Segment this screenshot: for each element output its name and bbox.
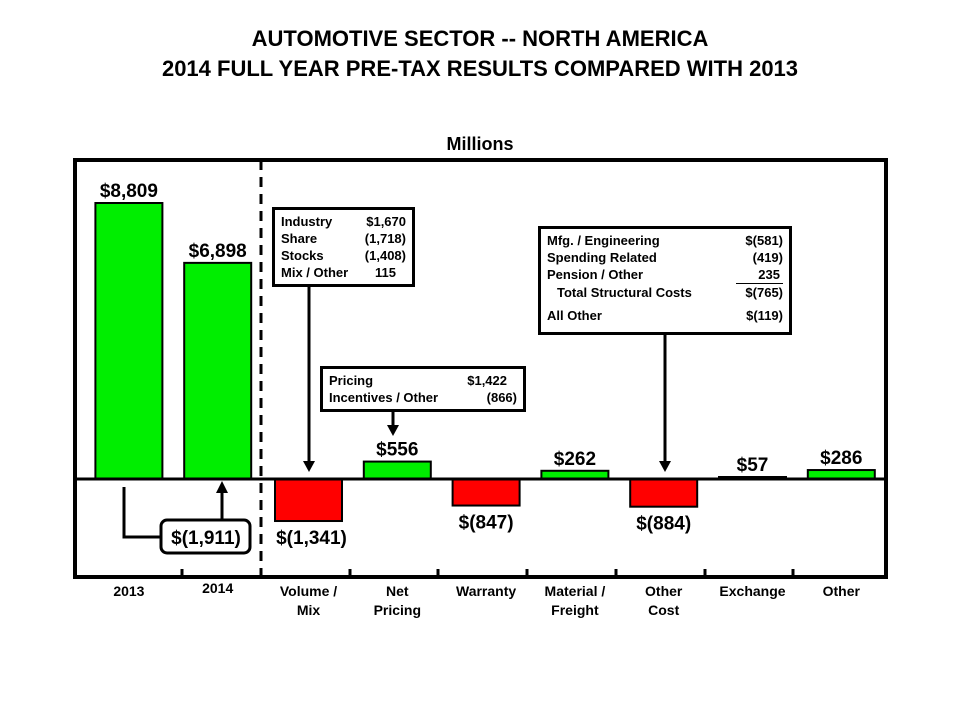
chart-title: AUTOMOTIVE SECTOR -- NORTH AMERICA — [251, 26, 709, 51]
x-tick-label: Exchange — [719, 583, 785, 599]
x-tick-label: Other — [645, 583, 683, 599]
value-label: $8,809 — [100, 181, 158, 202]
units-label: Millions — [446, 134, 514, 154]
x-tick-label: Mix — [297, 602, 321, 618]
x-tick-label: Net — [386, 583, 409, 599]
change-annotation-box — [159, 518, 252, 555]
x-tick-label: 2014 — [202, 580, 233, 596]
value-label: $(1,341) — [276, 528, 347, 549]
callout-value: $(581) — [745, 233, 783, 248]
callout-label: Mfg. / Engineering — [547, 233, 660, 248]
x-tick-label: Warranty — [456, 583, 516, 599]
callout-label: All Other — [547, 308, 602, 323]
callout-label: Stocks — [281, 248, 324, 263]
value-label: $556 — [376, 440, 418, 461]
plot-frame-group: $(1,911) — [73, 158, 888, 579]
callout-row: All Other $(119) — [547, 307, 783, 324]
callout-value: (866) — [486, 390, 517, 405]
callout-value: $1,670 — [366, 214, 406, 229]
x-tick-label: Material / — [545, 583, 606, 599]
value-label: $(884) — [636, 514, 691, 535]
bar-other-cost — [629, 478, 699, 508]
bar-2014 — [183, 261, 253, 480]
callout-row: Pricing $1,422 — [329, 372, 517, 389]
volume-mix-callout: Industry $1,670 Share (1,718) Stocks (1,408… — [272, 207, 415, 287]
other-cost-callout: Mfg. / Engineering $(581) Spending Relate… — [538, 226, 792, 335]
bar-2013 — [94, 202, 164, 480]
callout-row: Industry $1,670 — [281, 213, 406, 230]
callout-label: Incentives / Other — [329, 390, 439, 405]
x-tick-label: Pricing — [374, 602, 421, 618]
x-tick-label: Other — [823, 583, 861, 599]
chart-subtitle: 2014 FULL YEAR PRE-TAX RESULTS COMPARED … — [161, 56, 799, 81]
bar-warranty — [451, 478, 521, 507]
callout-value: $(765) — [745, 285, 783, 300]
callout-value: (1,408) — [364, 248, 406, 263]
x-tick-label: Freight — [551, 602, 599, 618]
net-pricing-callout: Pricing $1,422 Incentives / Other (866) — [320, 366, 526, 412]
bars-group — [94, 202, 876, 523]
callout-value: (419) — [752, 250, 783, 265]
value-label: $286 — [820, 448, 862, 469]
value-label: $262 — [554, 449, 596, 470]
callout-label: Share — [281, 231, 318, 246]
callout-label: Pricing — [329, 373, 374, 388]
value-label: $(847) — [459, 513, 514, 534]
callout-label: Total Structural Costs — [557, 285, 692, 300]
callout-label: Industry — [281, 214, 333, 229]
callout-row: Incentives / Other (866) — [329, 389, 517, 406]
callout-row: Total Structural Costs $(765) — [547, 284, 783, 301]
arrow-down-icon — [659, 461, 671, 472]
x-tick-labels-group: 2013 2014 Volume / Mix Net Pricing Warranty Mat… — [113, 580, 860, 618]
callout-row: Mfg. / Engineering $(581) — [547, 232, 783, 249]
plot-frame — [73, 158, 888, 579]
callout-value: 115 — [375, 265, 396, 280]
callout-label: Spending Related — [547, 250, 657, 265]
x-tick-label: 2013 — [113, 583, 144, 599]
callout-row: Share (1,718) — [281, 230, 406, 247]
x-tick-label: Cost — [648, 602, 679, 618]
connector-line — [122, 487, 163, 539]
arrow-down-icon — [303, 461, 315, 472]
callout-row: Mix / Other 115 — [281, 264, 406, 281]
value-label: $6,898 — [189, 241, 247, 262]
callout-value: $(119) — [746, 308, 783, 323]
x-tick-label: Volume / — [280, 583, 337, 599]
callout-value: $1,422 — [467, 373, 507, 388]
callout-value: 235 — [736, 266, 783, 284]
change-annotation-label: $(1,911) — [171, 528, 241, 549]
arrow-up-icon — [216, 481, 228, 493]
bar-net-pricing — [362, 460, 432, 480]
value-label: $57 — [737, 455, 769, 476]
arrow-down-icon — [387, 425, 399, 436]
value-labels-group: $8,809 $6,898 $(1,341) $556 $(847) $262 $(884)… — [100, 181, 863, 549]
callout-label: Mix / Other — [281, 265, 349, 280]
bar-volume-mix — [274, 478, 343, 523]
callout-value: (1,718) — [364, 231, 406, 246]
callout-row: Pension / Other 235 — [547, 266, 783, 284]
callout-row: Stocks (1,408) — [281, 247, 406, 264]
callout-label: Pension / Other — [547, 267, 644, 282]
callout-row: Spending Related (419) — [547, 249, 783, 266]
